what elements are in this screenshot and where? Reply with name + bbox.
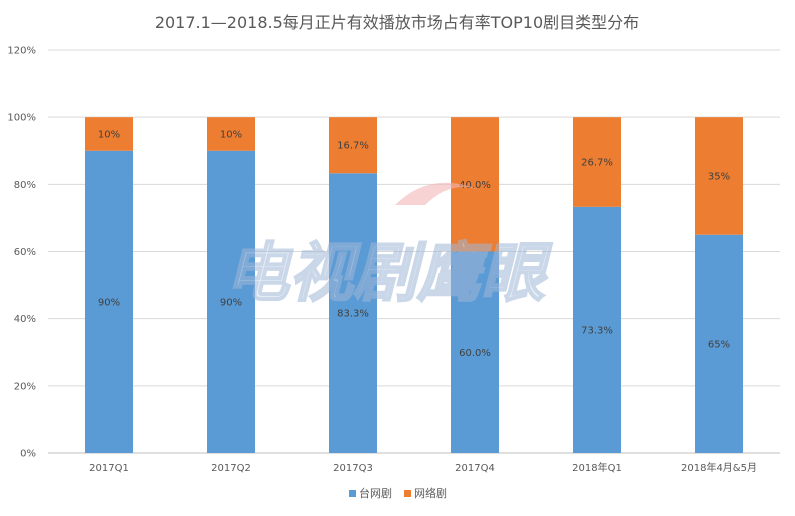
chart-title: 2017.1—2018.5每月正片有效播放市场占有率TOP10剧目类型分布 [155, 13, 639, 32]
y-tick-label: 0% [20, 449, 36, 460]
bar-segment [573, 117, 621, 207]
bars: 90% 10% 90% 10% 83.3% 16.7% 60.0% 40.0% 73.3% 26.… [85, 117, 743, 453]
bar-segment [329, 117, 377, 174]
data-label: 16.7% [337, 141, 369, 152]
legend-label-tai-wang-ju: 台网剧 [359, 486, 392, 500]
x-tick-label: 2017Q4 [455, 463, 495, 474]
x-tick-label: 2017Q1 [89, 463, 129, 474]
x-axis: 2017Q1 2017Q2 2017Q3 2017Q4 2018年Q1 2018年4月&5… [89, 461, 757, 474]
bar-segment [85, 117, 133, 151]
data-label: 40.0% [459, 180, 491, 191]
watermark-eagle-icon [395, 182, 480, 205]
bar-segment [207, 150, 255, 453]
data-label: 90% [98, 297, 120, 308]
data-label: 73.3% [581, 325, 613, 336]
y-tick-label: 20% [14, 381, 36, 392]
data-label: 65% [708, 339, 730, 350]
bar-segment [329, 173, 377, 453]
bar-segment [695, 117, 743, 235]
y-tick-label: 120% [7, 46, 36, 57]
bar-segment [207, 117, 255, 151]
y-tick-label: 40% [14, 314, 36, 325]
watermark-logo: 电视剧鹰眼 [224, 182, 554, 312]
legend-label-wang-luo-ju: 网络剧 [414, 486, 447, 500]
bar-segment [573, 206, 621, 453]
x-tick-label: 2018年Q1 [572, 461, 622, 474]
data-label: 60.0% [459, 348, 491, 359]
watermark-text: 电视剧鹰眼 [225, 237, 553, 311]
x-tick-label: 2017Q2 [211, 463, 251, 474]
y-tick-label: 80% [14, 180, 36, 191]
bar-segment [451, 251, 499, 453]
bar-segment [695, 234, 743, 453]
y-axis: 0% 20% 40% 60% 80% 100% 120% [7, 46, 36, 460]
x-tick-label: 2017Q3 [333, 463, 373, 474]
legend-swatch-tai-wang-ju [349, 490, 356, 497]
data-label: 10% [220, 129, 242, 140]
data-label: 83.3% [337, 309, 369, 320]
y-tick-label: 100% [7, 113, 36, 124]
data-label: 35% [708, 171, 730, 182]
data-label: 10% [98, 129, 120, 140]
bar-segment [85, 150, 133, 453]
legend: 台网剧 网络剧 [349, 486, 447, 500]
legend-swatch-wang-luo-ju [404, 490, 411, 497]
data-label: 26.7% [581, 158, 613, 169]
gridlines [48, 49, 780, 454]
x-tick-label: 2018年4月&5月 [681, 461, 757, 474]
y-tick-label: 60% [14, 247, 36, 258]
data-label: 90% [220, 297, 242, 308]
